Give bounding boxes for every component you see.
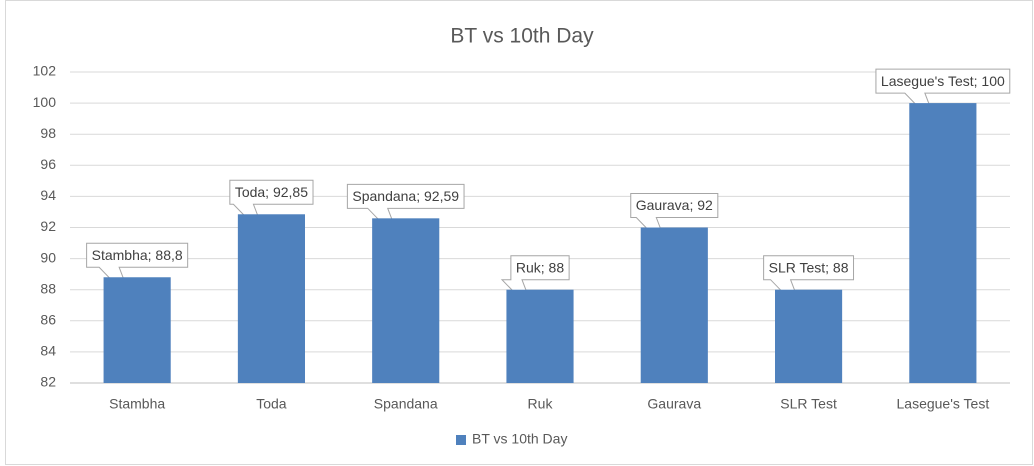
y-tick-label: 86 — [40, 312, 56, 328]
x-tick-label: Stambha — [109, 396, 165, 412]
x-tick-label: Gaurava — [647, 396, 701, 412]
x-tick-label: Spandana — [374, 396, 438, 412]
x-tick-label: Lasegue's Test — [897, 396, 990, 412]
bar — [909, 103, 977, 383]
legend-label: BT vs 10th Day — [472, 431, 567, 447]
y-tick-label: 88 — [40, 280, 56, 296]
data-label: Ruk; 88 — [516, 259, 564, 275]
bar — [372, 218, 440, 383]
y-tick-label: 84 — [40, 343, 56, 359]
y-tick-label: 100 — [33, 94, 57, 110]
y-tick-label: 98 — [40, 125, 56, 141]
x-tick-label: Toda — [256, 396, 287, 412]
data-labels: Stambha; 88,8 Toda; 92,85 Spandana; 92,59 R… — [86, 68, 1011, 315]
data-label: Lasegue's Test; 100 — [881, 73, 1005, 89]
bar — [506, 289, 574, 383]
bar — [103, 277, 171, 383]
data-label: Gaurava; 92 — [636, 197, 713, 213]
data-label: Spandana; 92,59 — [352, 188, 459, 204]
y-tick-label: 94 — [40, 187, 56, 203]
chart-title: BT vs 10th Day — [450, 25, 594, 48]
data-label: SLR Test; 88 — [769, 259, 849, 275]
x-tick-label: SLR Test — [780, 396, 837, 412]
chart-frame — [5, 0, 1033, 465]
y-tick-label: 96 — [40, 156, 56, 172]
y-tick-label: 82 — [40, 374, 56, 390]
x-tick-label: Ruk — [528, 396, 554, 412]
bar — [775, 289, 843, 383]
y-tick-label: 102 — [33, 63, 57, 79]
data-label: Stambha; 88,8 — [92, 247, 183, 263]
y-tick-label: 92 — [40, 218, 56, 234]
legend-swatch — [456, 435, 466, 445]
y-tick-label: 90 — [40, 249, 56, 265]
bar — [237, 214, 305, 383]
bar — [640, 227, 708, 383]
data-label: Toda; 92,85 — [235, 184, 308, 200]
